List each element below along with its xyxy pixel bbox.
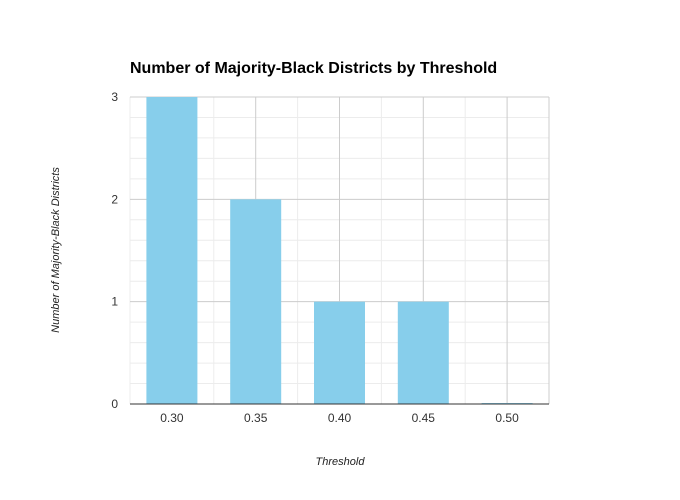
- bar-0.45: [397, 301, 449, 404]
- y-tick-label: 1: [111, 295, 118, 309]
- bar-0.30: [146, 97, 198, 404]
- y-tick-label: 0: [111, 397, 118, 411]
- x-tick-label: 0.35: [244, 411, 268, 425]
- bar-0.35: [230, 199, 282, 404]
- chart-title: Number of Majority-Black Districts by Th…: [130, 60, 497, 77]
- bar-0.40: [314, 301, 365, 404]
- y-axis-label: Number of Majority-Black Districts: [50, 167, 62, 333]
- x-axis-label: Threshold: [316, 456, 366, 468]
- x-tick-label: 0.40: [328, 411, 352, 425]
- x-tick-label: 0.50: [495, 411, 519, 425]
- x-tick-label: 0.45: [412, 411, 436, 425]
- y-tick-label: 3: [111, 90, 118, 104]
- plot-area: 0 1 2 3 0.30 0.35 0.40 0.45 0.50: [111, 90, 550, 425]
- y-tick-label: 2: [111, 192, 118, 206]
- x-tick-label: 0.30: [160, 411, 184, 425]
